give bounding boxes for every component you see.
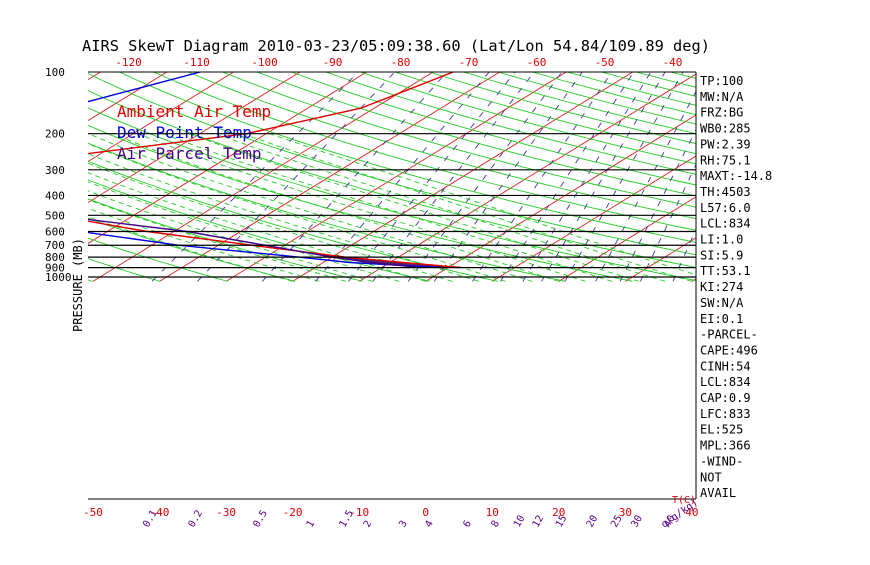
- mixing-ratio-tick-label: 12: [531, 514, 547, 530]
- index-row: FRZ:BG: [700, 106, 743, 120]
- pressure-tick-label: 1000: [45, 271, 72, 284]
- top-temp-tick-label: -80: [391, 56, 411, 69]
- mixing-ratio-tick-label: 20: [585, 514, 601, 530]
- legend-entry: Air Parcel Temp: [117, 144, 262, 163]
- index-row: CAPE:496: [700, 343, 758, 357]
- index-row: PW:2.39: [700, 137, 751, 151]
- pressure-tick-label: 300: [45, 164, 65, 177]
- dry-adiabat-line: [0, 72, 25, 281]
- mixing-ratio-tick-label: 6: [461, 519, 474, 530]
- isotherm-line: [492, 72, 832, 281]
- top-temp-tick-label: -60: [527, 56, 547, 69]
- legend-entry: Ambient Air Temp: [117, 102, 271, 121]
- chart-legend: Ambient Air Temp Dew Point Temp Air Parcel…: [117, 102, 271, 163]
- index-row: SI:5.9: [700, 248, 743, 262]
- top-temp-tick-label: -90: [323, 56, 343, 69]
- index-row: LCL:834: [700, 217, 751, 231]
- isotherm-line: [825, 72, 870, 281]
- bottom-temp-tick-label: 0: [422, 506, 429, 519]
- index-row: LI:1.0: [700, 233, 743, 247]
- moist-adiabat-line: [216, 134, 665, 282]
- index-row: -PARCEL-: [700, 328, 758, 342]
- index-row: EL:525: [700, 423, 743, 437]
- bottom-temp-tick-label: -20: [283, 506, 303, 519]
- index-row: MPL:366: [700, 439, 751, 453]
- top-temp-tick-label: -100: [251, 56, 278, 69]
- index-row: TH:4503: [700, 185, 751, 199]
- index-row: CAP:0.9: [700, 391, 751, 405]
- index-row: -WIND-: [700, 454, 743, 468]
- bottom-temp-tick-label: -30: [216, 506, 236, 519]
- mixing-ratio-tick-label: 1: [305, 519, 318, 530]
- index-row: KI:274: [700, 280, 743, 294]
- pressure-tick-label: 500: [45, 209, 65, 222]
- top-temp-tick-label: -110: [183, 56, 210, 69]
- pressure-tick-label: 100: [45, 66, 65, 79]
- pressure-tick-label: 600: [45, 226, 65, 239]
- pressure-tick-label: 400: [45, 189, 65, 202]
- moist-adiabat-line: [270, 134, 719, 282]
- dry-adiabat-line: [326, 72, 870, 281]
- index-row: TT:53.1: [700, 264, 751, 278]
- index-row: LCL:834: [700, 375, 751, 389]
- dry-adiabat-line: [808, 72, 870, 281]
- index-row: L57:6.0: [700, 201, 751, 215]
- index-row: MW:N/A: [700, 90, 744, 104]
- index-row: TP:100: [700, 74, 743, 88]
- index-row: LFC:833: [700, 407, 751, 421]
- isotherm-line: [0, 72, 34, 281]
- top-temp-tick-label: -50: [595, 56, 615, 69]
- mixing-ratio-tick-label: 3: [397, 519, 410, 530]
- mixing-ratio-tick-label: 0.5: [251, 508, 270, 529]
- dry-adiabat-line: [360, 72, 870, 281]
- index-row: EI:0.1: [700, 312, 743, 326]
- index-row: WB0:285: [700, 122, 751, 136]
- y-axis-label: PRESSURE (MB): [71, 238, 85, 332]
- mixing-ratio-tick-label: 2: [362, 519, 375, 530]
- isotherm-line: [758, 72, 870, 281]
- pressure-tick-label: 200: [45, 128, 65, 141]
- dry-adiabat-line: [292, 72, 870, 281]
- mixing-ratio-tick-label: 0.2: [187, 508, 206, 529]
- index-row: NOT: [700, 470, 722, 484]
- index-row: CINH:54: [700, 359, 751, 373]
- bottom-temp-tick-label: -50: [83, 506, 103, 519]
- top-temp-tick-label: -70: [459, 56, 479, 69]
- index-row: RH:75.1: [700, 153, 751, 167]
- dry-adiabat-line: [464, 72, 870, 281]
- mixing-ratio-tick-label: 4: [423, 519, 436, 530]
- dry-adiabat-line: [498, 72, 870, 281]
- mixing-ratio-tick-label: 10: [512, 514, 528, 530]
- mixing-ratio-line: [408, 72, 562, 281]
- dry-adiabat-line: [774, 72, 870, 281]
- index-row: AVAIL: [700, 486, 736, 500]
- index-row: MAXT:-14.8: [700, 169, 772, 183]
- chart-title: AIRS SkewT Diagram 2010-03-23/05:09:38.6…: [82, 37, 710, 55]
- top-temp-tick-label: -120: [115, 56, 142, 69]
- bottom-temp-tick-label: 10: [486, 506, 499, 519]
- mixing-ratio-tick-label: 8: [490, 519, 503, 530]
- legend-entry: Dew Point Temp: [117, 123, 252, 142]
- top-temp-tick-label: -40: [663, 56, 683, 69]
- index-row: SW:N/A: [700, 296, 744, 310]
